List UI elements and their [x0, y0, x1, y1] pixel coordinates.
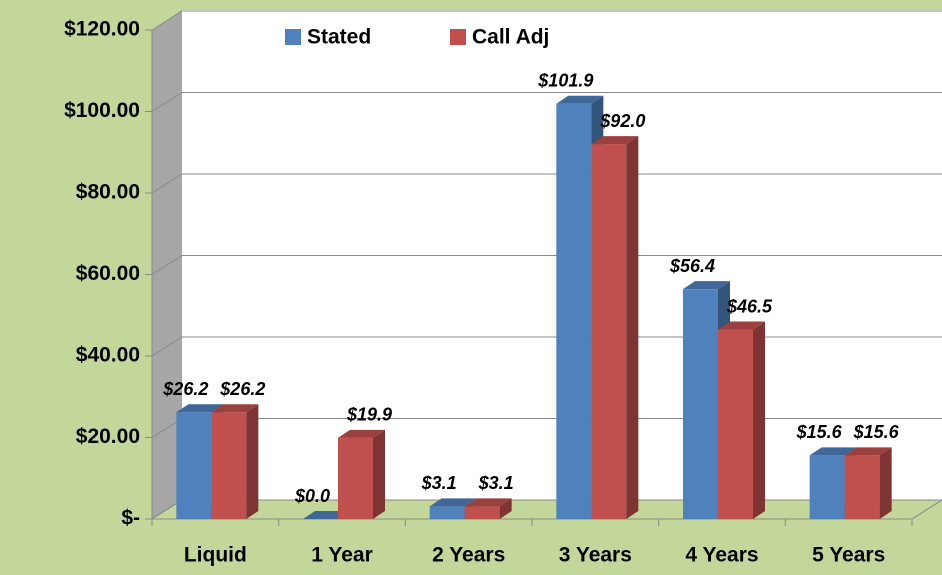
bar-side	[753, 321, 765, 519]
bar-side	[626, 136, 639, 519]
bar-top	[429, 498, 477, 507]
bar-top	[338, 429, 385, 438]
y-tick-label: $20.00	[76, 425, 140, 448]
x-tick-label: 5 Years	[812, 544, 885, 567]
value-label: $3.1	[478, 473, 514, 493]
value-label: $15.6	[796, 422, 843, 442]
value-label: $26.2	[162, 379, 208, 399]
bar-side	[879, 447, 892, 519]
bar-front	[176, 412, 212, 519]
x-tick-label: 3 Years	[559, 544, 632, 567]
grid-line	[151, 92, 942, 112]
bar-top	[844, 447, 892, 456]
bar-front	[844, 455, 880, 519]
bar-front	[556, 103, 592, 519]
value-label: $19.9	[346, 405, 392, 425]
value-label: $92.0	[599, 111, 645, 131]
value-label: $46.5	[726, 296, 773, 316]
bar-side	[499, 498, 512, 519]
bar-top	[556, 95, 604, 104]
legend-swatch	[285, 29, 301, 45]
bar-front	[718, 329, 753, 519]
bar-top	[718, 321, 765, 330]
bar-top	[464, 498, 512, 507]
legend-swatch	[450, 29, 466, 45]
legend-label: Stated	[307, 26, 371, 49]
value-label: $56.4	[669, 256, 715, 276]
bar-front	[591, 144, 627, 519]
value-label: $101.9	[537, 71, 593, 91]
grid-line	[151, 255, 942, 275]
bar-top	[176, 404, 224, 413]
y-tick-label: $120.00	[64, 18, 140, 41]
bar-side	[246, 404, 259, 519]
value-label: $15.6	[853, 422, 900, 442]
y-tick-label: $80.00	[76, 181, 140, 204]
value-label: $3.1	[421, 473, 457, 493]
bar-top	[809, 447, 857, 456]
x-tick-label: 2 Years	[432, 544, 505, 567]
y-tick-label: $60.00	[76, 262, 140, 285]
bar-front	[809, 455, 845, 519]
grid-line	[151, 173, 942, 194]
value-label: $0.0	[294, 486, 330, 506]
x-tick-label: Liquid	[184, 544, 247, 567]
legend-label: Call Adj	[472, 26, 549, 49]
bar-front	[464, 506, 500, 519]
bar-side	[373, 429, 385, 519]
bar-top	[591, 136, 639, 145]
x-tick-label: 4 Years	[685, 544, 758, 567]
y-tick-label: $40.00	[76, 344, 140, 367]
y-tick-label: $100.00	[64, 99, 140, 122]
bar-top	[683, 281, 730, 290]
value-label: $26.2	[219, 379, 265, 399]
x-tick-label: 1 Year	[311, 544, 373, 567]
bar-front	[683, 289, 718, 519]
bar-front	[338, 437, 373, 519]
bar-front	[211, 412, 247, 519]
grid-line	[151, 10, 942, 31]
y-tick-label: $-	[121, 507, 140, 530]
bar-front	[429, 506, 465, 519]
bar-top	[211, 404, 259, 413]
